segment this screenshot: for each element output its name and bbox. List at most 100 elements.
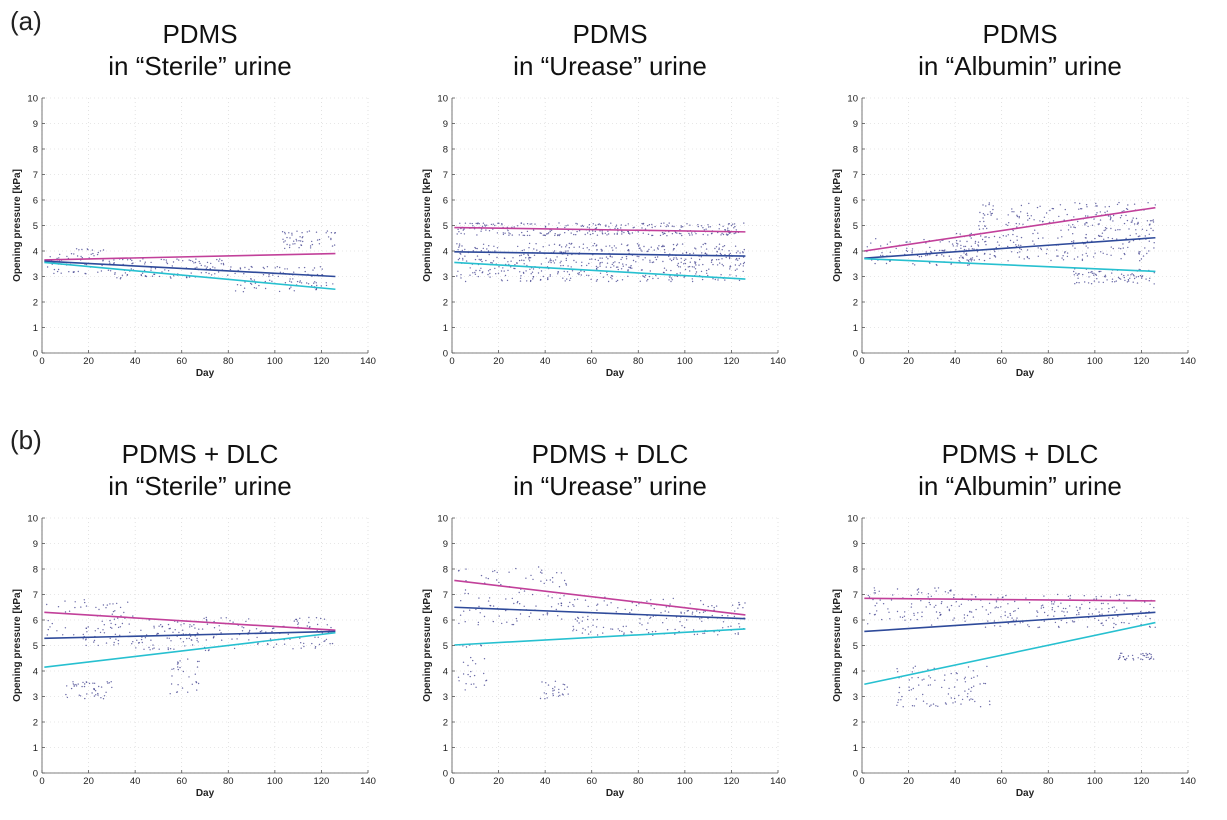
y-tick-label: 4: [443, 247, 448, 258]
scatter-point: [686, 619, 688, 621]
scatter-point: [1139, 251, 1141, 253]
scatter-point: [194, 627, 196, 629]
scatter-point: [489, 272, 491, 275]
scatter-point: [190, 272, 192, 274]
scatter-point: [679, 272, 681, 274]
scatter-point: [1127, 246, 1129, 249]
scatter-point: [545, 682, 547, 684]
scatter-point: [482, 222, 485, 224]
scatter-point: [680, 226, 682, 228]
scatter-point: [91, 692, 93, 694]
fit-line-upper: [454, 226, 746, 233]
scatter-point: [492, 223, 494, 225]
scatter-point: [308, 616, 310, 619]
scatter-point: [970, 260, 973, 262]
scatter-point: [100, 686, 103, 688]
x-tick-label: 140: [1180, 776, 1196, 787]
scatter-point: [1057, 605, 1059, 608]
scatter-point: [728, 256, 731, 258]
scatter-point: [999, 236, 1001, 239]
scatter-point: [1026, 249, 1029, 251]
scatter-point: [992, 205, 994, 207]
scatter-point: [298, 240, 300, 242]
scatter-point: [623, 231, 625, 234]
scatter-point: [601, 257, 603, 259]
scatter-point: [92, 252, 94, 255]
scatter-point: [564, 226, 566, 229]
scatter-point: [119, 634, 121, 636]
scatter-point: [477, 621, 480, 624]
scatter-point: [599, 257, 601, 259]
scatter-point: [539, 279, 542, 281]
scatter-point: [1039, 220, 1041, 222]
scatter-point: [1137, 235, 1140, 238]
scatter-point: [469, 675, 471, 678]
scatter-point: [1095, 205, 1097, 207]
scatter-point: [293, 240, 295, 242]
y-tick-label: 5: [853, 221, 858, 232]
scatter-point: [187, 691, 189, 693]
scatter-point: [268, 274, 270, 276]
scatter-point: [570, 232, 572, 234]
scatter-point: [1074, 202, 1076, 204]
scatter-point: [458, 245, 461, 247]
scatter-point: [948, 609, 951, 612]
scatter-point: [464, 255, 466, 257]
scatter-point: [1114, 281, 1116, 283]
scatter-point: [464, 621, 466, 623]
scatter-point: [93, 641, 95, 643]
scatter-point: [720, 234, 722, 236]
scatter-point: [465, 683, 467, 685]
scatter-point: [676, 275, 679, 278]
scatter-point: [582, 225, 585, 228]
scatter-point: [966, 240, 968, 243]
scatter-point: [1016, 214, 1018, 216]
scatter-point: [599, 263, 601, 265]
scatter-point: [70, 687, 73, 690]
scatter-point: [586, 264, 588, 267]
scatter-point: [1007, 224, 1009, 227]
scatter-point: [545, 579, 548, 581]
scatter-point: [272, 274, 274, 276]
scatter-point: [1123, 602, 1125, 604]
scatter-point: [673, 248, 675, 250]
scatter-point: [1054, 610, 1056, 613]
x-axis-title: Day: [1016, 368, 1035, 379]
scatter-point: [595, 245, 597, 247]
scatter-point: [129, 258, 132, 260]
fit-line-mean: [44, 630, 336, 640]
scatter-point: [1073, 226, 1075, 228]
scatter-point: [273, 646, 275, 648]
scatter-point: [719, 252, 722, 255]
scatter-point: [1153, 272, 1155, 274]
scatter-point: [720, 274, 722, 276]
scatter-point: [874, 592, 877, 594]
scatter-point: [296, 240, 298, 242]
scatter-point: [286, 236, 288, 239]
scatter-point: [1107, 603, 1109, 605]
scatter-point: [1012, 241, 1015, 243]
scatter-point: [157, 632, 159, 635]
scatter-point: [691, 611, 694, 613]
scatter-point: [194, 261, 197, 264]
scatter-point: [630, 631, 632, 633]
scatter-point: [249, 629, 251, 632]
scatter-point: [1078, 282, 1080, 284]
scatter-point: [1018, 217, 1020, 219]
scatter-point: [462, 661, 465, 663]
x-tick-label: 20: [903, 356, 914, 367]
scatter-point: [587, 615, 589, 618]
scatter-point: [97, 694, 99, 696]
scatter-point: [718, 247, 720, 249]
scatter-point: [49, 626, 51, 628]
scatter-point: [564, 232, 566, 234]
scatter-point: [1017, 607, 1019, 610]
x-tick-label: 20: [493, 776, 504, 787]
scatter-point: [663, 271, 665, 274]
scatter-point: [966, 696, 969, 698]
scatter-point: [299, 280, 301, 282]
scatter-point: [594, 224, 597, 226]
scatter-point: [597, 259, 599, 262]
scatter-point: [578, 272, 580, 274]
scatter-point: [930, 624, 933, 626]
